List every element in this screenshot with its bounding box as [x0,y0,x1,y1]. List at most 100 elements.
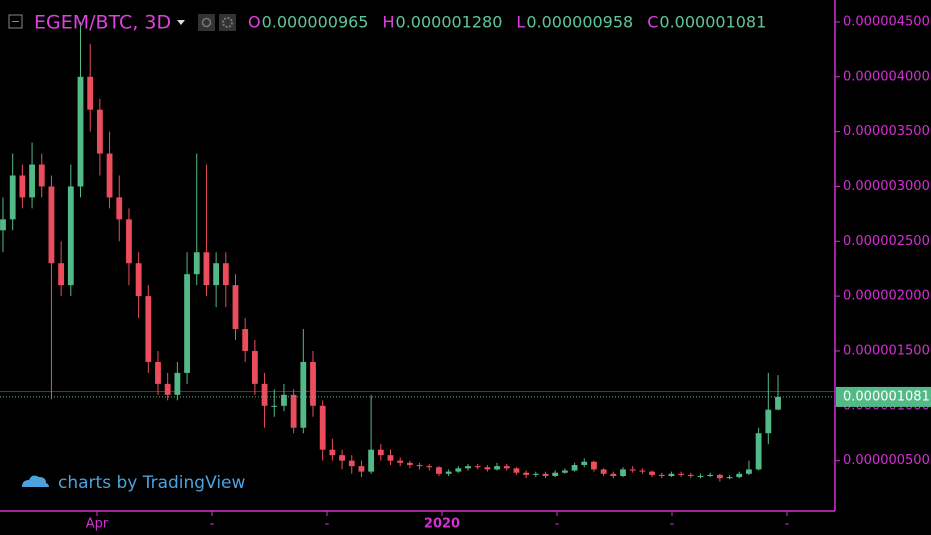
x-tick-label: - [670,517,675,532]
settings-icon [222,17,233,28]
y-tick-label: 0.000003000 [843,179,930,194]
candle-body [339,455,345,461]
ohlc-legend: O 0.000000965 H 0.000001280 L 0.000000958 C 0.0… [248,13,766,32]
candle-body [155,361,161,384]
candle-body [561,470,568,473]
candle-body [668,473,675,476]
collapse-icon[interactable] [8,14,23,29]
candle-body [29,164,35,198]
candle-body [716,474,723,479]
x-tick-label: - [555,517,560,532]
candle-body [436,467,442,474]
candle-body [591,461,597,470]
watermark: charts by TradingView [22,473,246,493]
candle-body [135,263,142,297]
candle-body [251,350,258,384]
x-tick-label: - [325,517,330,532]
candle-body [19,175,26,198]
legend-value: 0.000001081 [659,13,766,32]
candle-body [707,474,714,476]
x-tick-label: - [785,517,790,532]
x-tick-label: 2020 [424,517,460,532]
candle-body [765,409,772,434]
candle-body [445,471,452,474]
candle-body [406,462,413,466]
candle-body [377,449,384,456]
candle-body [261,383,268,406]
candle-body [106,153,113,198]
candle-body [193,252,200,275]
candle-body [232,285,239,330]
settings-button[interactable] [219,14,236,31]
candle-body [300,361,307,428]
candle-body [455,468,462,472]
candle-body [620,469,626,476]
candle-body [87,76,94,110]
candle-body [310,361,316,406]
plot-area [0,21,835,482]
candle-body [581,461,588,466]
candle-body [348,460,355,467]
candle-body [222,263,229,286]
candle-body [184,274,190,373]
candle-body [746,469,752,474]
candle-body [697,476,704,477]
candle-body [465,466,471,469]
y-tick-label: 0.000001500 [843,343,930,358]
legend-value: 0.000001280 [396,13,503,32]
last-price-tag [836,386,931,407]
candle-body [164,383,171,395]
candle-body [532,473,539,475]
candle-body [523,472,530,475]
candle-body [290,394,297,428]
x-tick-label: Apr [86,517,109,532]
candle-body [775,396,781,410]
candle-body [494,466,500,470]
candle-body [203,252,210,286]
candle-body [319,405,326,450]
candle-body [503,466,510,469]
visibility-icon [201,17,212,28]
candle-body [387,455,394,461]
candle-body [484,467,491,470]
candle-body [67,186,74,286]
candle-body [58,263,65,286]
watermark-text[interactable]: charts by TradingView [58,473,246,493]
candle-body [242,329,249,351]
candle-body [368,449,375,472]
candle-body [145,296,152,362]
candle-body [96,109,103,154]
candle-body [755,433,762,470]
legend-key: C [647,13,658,32]
candle-body [687,474,694,476]
watermark-logo [22,475,49,487]
candle-body [571,465,578,471]
candle-body [416,465,423,467]
legend-value: 0.000000958 [526,13,633,32]
symbol-title[interactable]: EGEM/BTC, 3D [34,12,171,34]
dropdown-arrow[interactable] [177,20,185,25]
candle-body [329,449,336,456]
candle-body [271,405,278,407]
candle-body [9,175,16,220]
candle-body [213,263,220,286]
candle-body [358,466,365,472]
candle-body [281,394,287,406]
candle-body [174,372,181,395]
legend-key: H [382,13,394,32]
candle-body [552,472,559,476]
candle-body [77,76,84,187]
candle-body [38,164,45,187]
legend-key: O [248,13,261,32]
y-tick-label: 0.000004000 [843,69,930,84]
legend-key: L [516,13,525,32]
candle-body [678,473,685,475]
candle-body [542,473,549,476]
visibility-button[interactable] [198,14,215,31]
x-tick-label: - [210,517,215,532]
candle-body [600,469,607,474]
candle-body [736,473,743,478]
candle-body [0,219,6,231]
candle-body [116,197,123,220]
